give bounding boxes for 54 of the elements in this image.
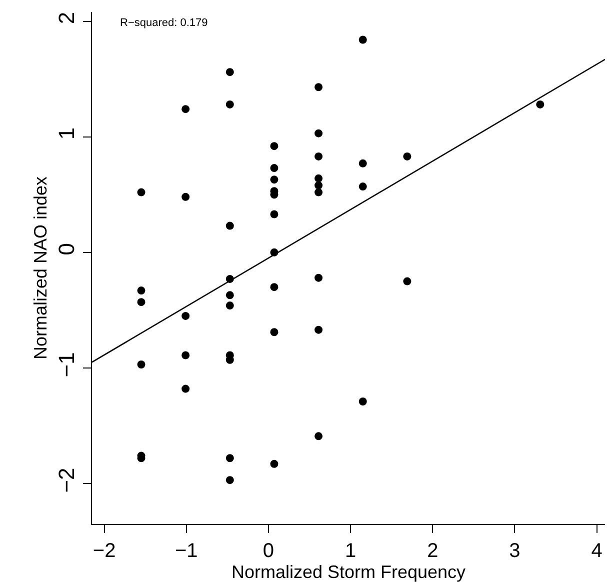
point <box>182 192 190 201</box>
point <box>226 68 234 76</box>
x-tick-label: 0 <box>262 540 274 562</box>
x-tick-label: −1 <box>174 540 198 562</box>
point <box>226 302 234 310</box>
x-axis-title: Normalized Storm Frequency <box>231 562 466 582</box>
point <box>314 326 323 334</box>
y-tick-label: 0 <box>54 242 80 256</box>
point <box>314 129 323 138</box>
x-tick-label: 2 <box>427 540 438 562</box>
point <box>314 432 323 440</box>
x-tick-label: 1 <box>344 540 356 562</box>
point <box>182 312 190 320</box>
point <box>358 159 367 168</box>
point <box>182 384 190 393</box>
point <box>314 274 323 282</box>
point <box>270 176 278 184</box>
point <box>270 164 278 172</box>
point <box>314 188 323 196</box>
point <box>403 152 412 160</box>
point <box>270 142 278 150</box>
point <box>270 460 278 468</box>
point <box>226 222 234 230</box>
point <box>314 181 323 190</box>
y-axis-title: Normalized NAO index <box>30 176 50 360</box>
x-tick-label: −2 <box>92 540 116 562</box>
point <box>226 100 234 108</box>
x-tick-label: 4 <box>591 540 602 562</box>
y-tick-label: −1 <box>54 352 80 378</box>
point <box>137 298 146 306</box>
point <box>358 397 367 406</box>
point <box>226 476 234 484</box>
point <box>536 100 544 108</box>
point <box>314 83 323 92</box>
point <box>358 36 367 44</box>
point <box>137 360 146 369</box>
point <box>358 182 367 191</box>
point <box>403 277 412 286</box>
x-tick-label: 3 <box>509 540 520 562</box>
annotation: R−squared: 0.179 <box>120 17 208 29</box>
point <box>226 454 234 462</box>
point <box>270 283 278 292</box>
point <box>270 210 278 218</box>
point <box>137 188 146 196</box>
point <box>270 328 278 336</box>
point <box>182 105 190 114</box>
point <box>314 152 323 160</box>
point <box>226 291 234 300</box>
point <box>182 351 190 360</box>
y-tick-label: 1 <box>54 127 80 140</box>
y-tick-label: 2 <box>54 12 80 24</box>
point <box>314 174 323 182</box>
point <box>137 286 146 295</box>
y-tick-label: −2 <box>54 468 80 493</box>
